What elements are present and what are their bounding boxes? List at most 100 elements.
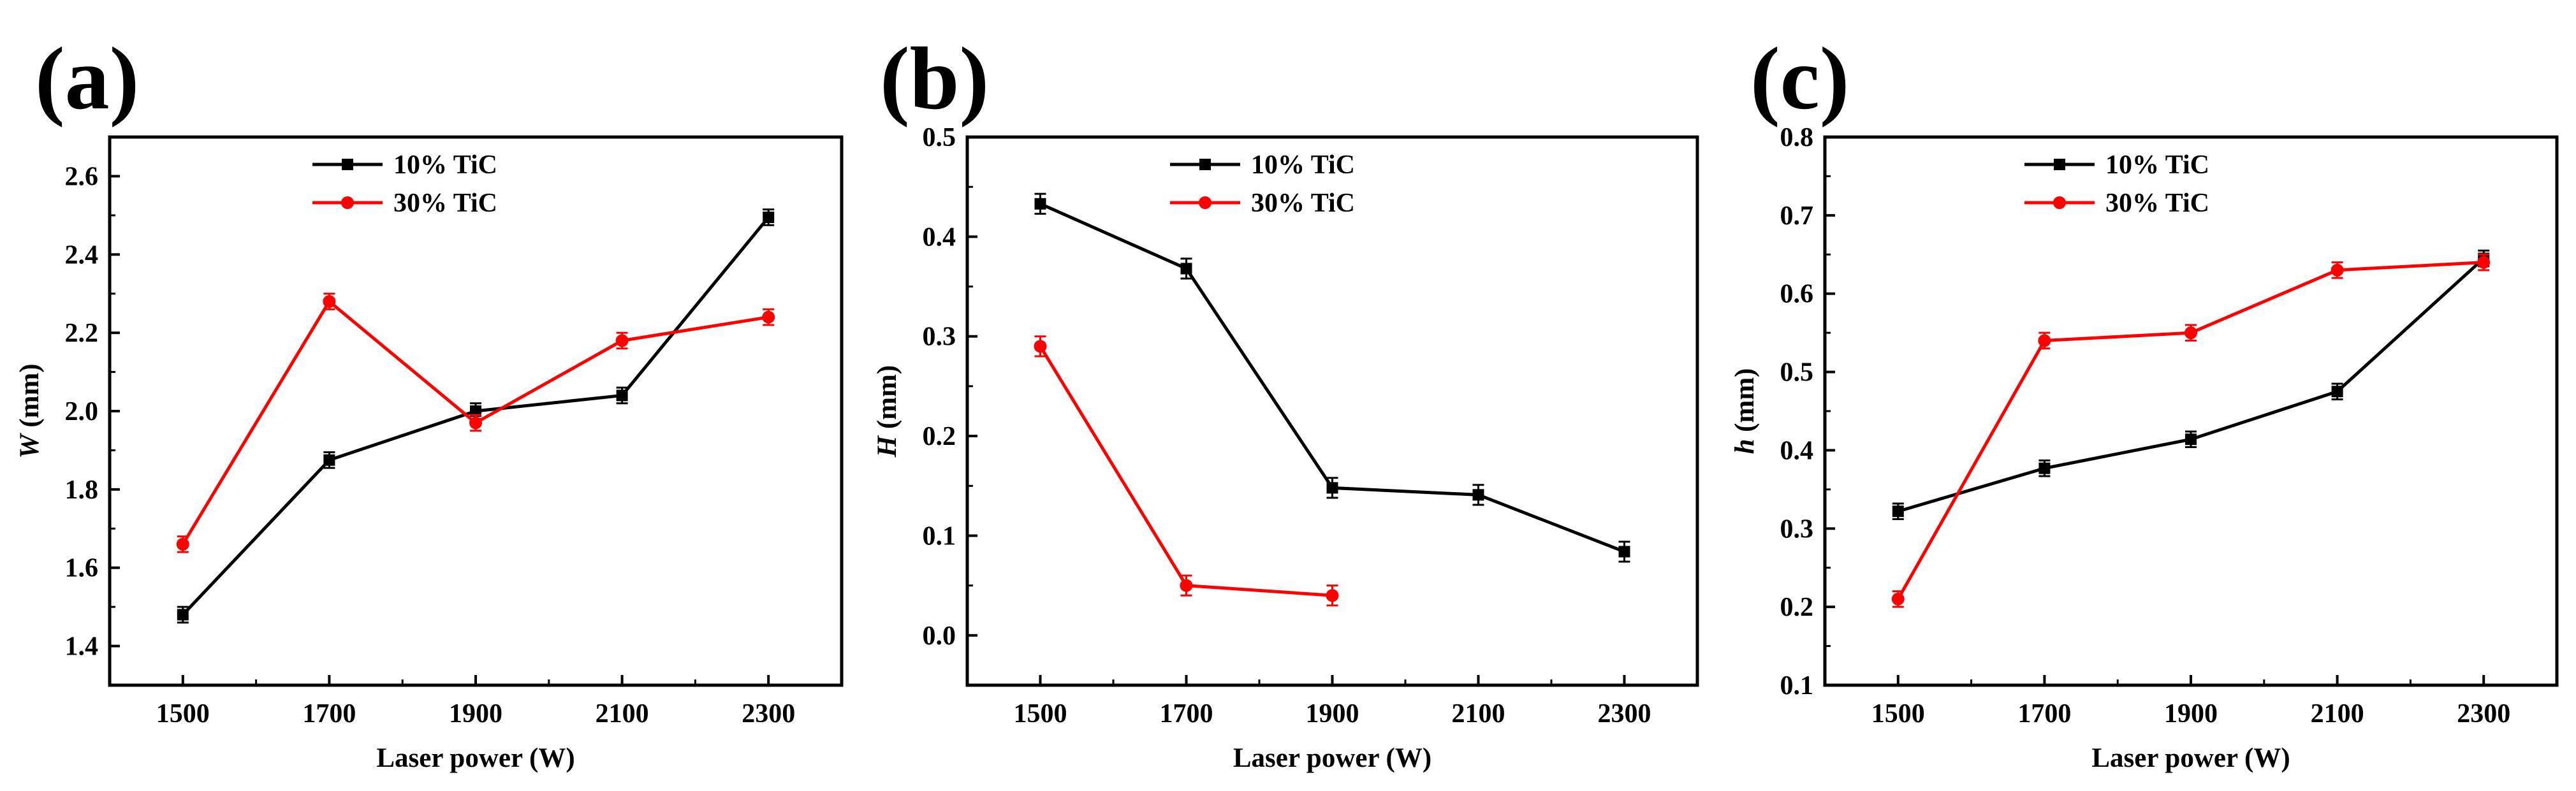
y-tick-label: 0.2 (923, 422, 956, 451)
panel-a: (a) 1500 1700 1900 2100 2300 1.4 1.6 1.8 2.0 2.2 2.… (15, 29, 844, 773)
data-point (1326, 589, 1339, 602)
y-tick-label: 0.6 (1780, 280, 1814, 309)
y-axis-unit: (mm) (872, 365, 902, 436)
y-tick-label: 0.3 (923, 323, 956, 352)
y-tick-label: 0.4 (1780, 436, 1814, 465)
panel-c: (c) 1500 1700 1900 2100 2300 0.1 0.2 0.3 0.4 0.5 0.… (1730, 29, 2559, 773)
legend-marker (2053, 196, 2066, 209)
y-tick-label: 1.8 (65, 475, 99, 505)
x-tick-label: 2300 (742, 699, 795, 729)
y-axis-unit: (mm) (1730, 368, 1760, 439)
legend-marker (2054, 159, 2065, 170)
data-point (2038, 462, 2051, 474)
data-point (616, 389, 628, 402)
x-axis-title: Laser power (W) (376, 743, 574, 773)
y-tick-label: 0.8 (1780, 123, 1814, 152)
data-point (177, 609, 189, 621)
x-tick-label: 1900 (2164, 699, 2218, 729)
legend-label: 10% TiC (2105, 150, 2209, 180)
data-point (2477, 256, 2491, 269)
x-tick-label: 2100 (2311, 699, 2364, 729)
y-tick-label: 0.1 (923, 521, 956, 551)
x-axis-title: Laser power (W) (2091, 743, 2290, 773)
series-2 (1034, 335, 1339, 607)
y-tick-label: 2.2 (65, 319, 99, 348)
y-tick-label: 0.4 (923, 222, 956, 252)
x-tick-label: 2300 (2457, 699, 2510, 729)
data-point (1326, 482, 1338, 494)
series-line (1039, 345, 1333, 597)
y-axis-variable: h (1730, 439, 1760, 454)
legend-marker (1199, 196, 1211, 209)
y-tick-label: 2.0 (65, 397, 99, 426)
y-tick-label: 1.4 (65, 632, 99, 662)
legend-marker (342, 159, 353, 170)
legend-marker (1199, 159, 1211, 170)
y-tick-label: 0.1 (1780, 671, 1814, 700)
legend-label: 10% TiC (1251, 150, 1355, 180)
data-point (1891, 592, 1905, 606)
plot-frame (1823, 135, 2559, 687)
data-point (176, 537, 189, 551)
y-axis-title: H (mm) (872, 365, 902, 458)
x-axis-title: Laser power (W) (1233, 743, 1431, 773)
y-axis-variable: W (15, 433, 45, 459)
legend-marker (341, 196, 354, 209)
legend: 10% TiC 30% TiC (2024, 150, 2209, 218)
series-1 (177, 208, 775, 624)
data-point (1472, 489, 1484, 501)
y-tick-label: 0.0 (923, 621, 956, 651)
x-tick-label: 1900 (1306, 699, 1359, 729)
y-tick-label: 0.5 (1780, 358, 1814, 388)
data-point (323, 295, 336, 308)
panel-label: (a) (35, 29, 139, 128)
y-tick-label: 2.4 (65, 240, 99, 270)
data-point (2038, 334, 2051, 347)
legend: 10% TiC 30% TiC (312, 150, 497, 218)
x-tick-label: 1700 (302, 699, 356, 729)
x-tick-label: 2300 (1598, 699, 1651, 729)
x-tick-label: 1500 (156, 699, 210, 729)
data-point (1180, 579, 1193, 592)
data-point (469, 416, 482, 430)
x-tick-label: 1500 (1014, 699, 1067, 729)
x-tick-label: 2100 (596, 699, 649, 729)
legend-label: 30% TiC (2105, 189, 2209, 218)
series-1 (1034, 192, 1630, 563)
legend-label: 30% TiC (393, 189, 497, 218)
legend-label: 30% TiC (1251, 189, 1355, 218)
x-tick-label: 1700 (1160, 699, 1213, 729)
series-2 (1891, 253, 2491, 608)
y-tick-label: 0.3 (1780, 514, 1814, 544)
x-tick-label: 1900 (449, 699, 502, 729)
data-point (763, 211, 775, 223)
data-point (1034, 340, 1047, 353)
x-tick-label: 2100 (1452, 699, 1505, 729)
series-2 (176, 293, 775, 553)
y-tick-label: 0.7 (1780, 201, 1814, 231)
y-axis-title: W (mm) (15, 363, 45, 458)
panel-b: (b) 1500 1700 1900 2100 2300 0.0 0.1 0.2 0.3 0.4 0.… (872, 29, 1699, 773)
x-tick-label: 1700 (2017, 699, 2071, 729)
y-axis-variable: H (872, 435, 902, 458)
series-line (1039, 202, 1625, 553)
y-tick-label: 0.2 (1780, 593, 1814, 622)
data-point (2184, 326, 2197, 340)
y-tick-label: 0.5 (923, 123, 956, 152)
data-point (2331, 263, 2344, 277)
data-point (615, 334, 629, 347)
data-point (1892, 505, 1904, 518)
data-point (470, 405, 481, 417)
legend: 10% TiC 30% TiC (1170, 150, 1355, 218)
data-point (762, 310, 775, 324)
data-point (2331, 386, 2343, 398)
y-tick-label: 2.6 (65, 162, 99, 191)
data-point (1180, 263, 1192, 275)
y-axis-unit: (mm) (15, 363, 45, 434)
data-point (323, 454, 335, 466)
data-point (1034, 198, 1046, 210)
y-axis-title: h (mm) (1730, 368, 1760, 454)
data-point (2185, 433, 2197, 446)
panel-label: (c) (1750, 29, 1849, 128)
